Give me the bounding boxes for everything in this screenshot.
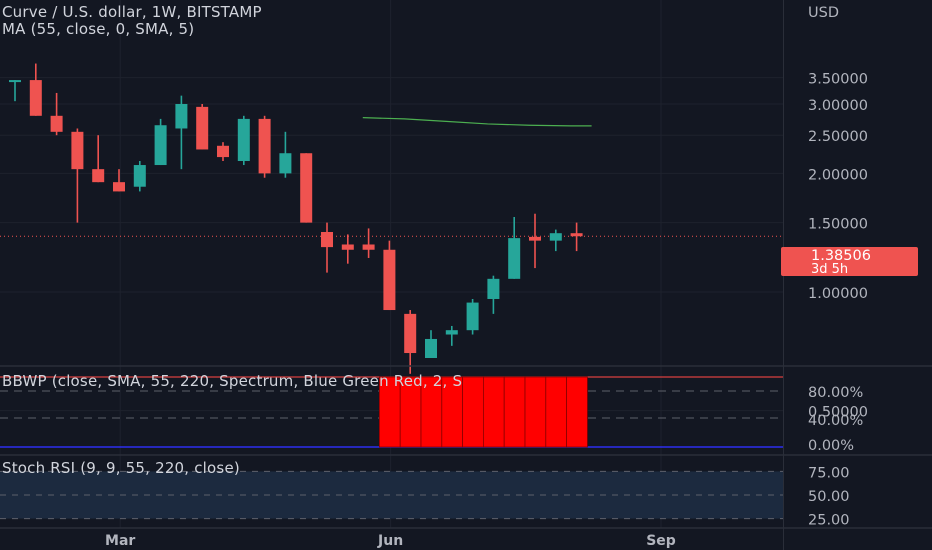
ma-line (362, 117, 592, 127)
stoch-tick-label: 50.00 (808, 489, 850, 505)
stoch-rsi-legend[interactable]: Stoch RSI (9, 9, 55, 220, close) (2, 459, 240, 477)
candle (175, 95, 188, 170)
candle (341, 234, 354, 264)
price-tick-label: 1.50000 (808, 217, 868, 233)
bbwp-bar (566, 376, 588, 448)
candle (425, 330, 437, 358)
candle (487, 275, 500, 314)
candle-body (570, 233, 583, 237)
candles[interactable] (9, 63, 583, 374)
candle-body (279, 153, 292, 174)
candle-body (321, 231, 333, 248)
bbwp-tick-label: 40.00% (808, 413, 863, 429)
candle (196, 104, 209, 150)
stoch-tick-label: 25.00 (808, 513, 850, 529)
candle (300, 153, 313, 223)
candle-body (50, 115, 63, 132)
time-tick-label: Sep (646, 533, 676, 549)
candle-body (300, 153, 313, 223)
candle-body (9, 80, 21, 83)
candle (362, 228, 375, 258)
candle (279, 131, 292, 178)
candle-body (445, 330, 458, 335)
candle (133, 161, 146, 192)
candle-body (71, 131, 84, 170)
bbwp-tick-label: 0.00% (808, 438, 854, 454)
price-tick-label: 1.00000 (808, 286, 868, 302)
bbwp-legend[interactable]: BBWP (close, SMA, 55, 220, Spectrum, Blu… (2, 372, 463, 390)
candle (29, 63, 42, 116)
candle-body (466, 302, 479, 331)
candle (92, 135, 105, 183)
price-axis[interactable]: 0.50000 1.00000 1.50000 2.00000 2.50000 3.000… (808, 72, 868, 529)
time-tick-label: Mar (105, 533, 135, 549)
candle-body (29, 80, 42, 116)
candle-body (175, 104, 188, 129)
candle-body (383, 249, 396, 311)
ma-path (362, 117, 592, 127)
price-tick-label: 3.00000 (808, 98, 868, 114)
candle (529, 213, 541, 269)
candle (154, 118, 167, 166)
candle-body (341, 244, 354, 250)
candle-body (92, 169, 105, 183)
candle-body (133, 165, 146, 187)
candle (466, 298, 479, 335)
candle (445, 325, 458, 346)
candle-body (487, 278, 500, 299)
price-tick-label: 0.50000 (808, 405, 868, 421)
candle-body (425, 338, 437, 358)
candle (50, 92, 63, 136)
price-tick-label: 2.50000 (808, 129, 868, 145)
stoch-rsi-pane[interactable] (0, 470, 783, 520)
candle (404, 310, 417, 374)
candle-body (113, 182, 125, 192)
candle-body (217, 145, 229, 158)
candle-body (529, 236, 541, 241)
candle-body (196, 106, 209, 150)
candle-body (154, 125, 167, 166)
candle (549, 229, 562, 252)
bbwp-tick-label: 80.00% (808, 385, 863, 401)
candle-body (362, 244, 375, 250)
candle-body (549, 233, 562, 241)
candle (383, 240, 396, 311)
time-tick-label: Jun (377, 533, 403, 549)
price-tick-label: 3.50000 (808, 72, 868, 88)
time-axis[interactable]: Mar Jun Sep (105, 533, 676, 549)
bar-countdown: 3d 5h (811, 262, 848, 277)
candle (570, 222, 583, 252)
candle (508, 217, 521, 279)
ma-legend[interactable]: MA (55, close, 0, SMA, 5) (2, 20, 195, 38)
chart-title[interactable]: Curve / U.S. dollar, 1W, BITSTAMP (2, 3, 262, 21)
currency-label: USD (808, 5, 839, 21)
price-tick-label: 2.00000 (808, 167, 868, 183)
candle-body (508, 238, 521, 279)
bbwp-pane[interactable] (0, 376, 783, 448)
candle (113, 169, 125, 192)
stoch-tick-label: 75.00 (808, 465, 850, 481)
candle-body (404, 313, 417, 354)
candle (9, 80, 21, 102)
grid (0, 0, 783, 528)
candle-body (237, 118, 250, 162)
candle (71, 128, 84, 223)
last-price-badge: 1.38506 3d 5h (781, 247, 918, 277)
candle-body (258, 118, 271, 174)
candle (321, 222, 333, 273)
candle (237, 115, 250, 166)
last-price-value: 1.38506 (811, 248, 871, 264)
candle (258, 115, 271, 178)
candle (217, 142, 229, 162)
